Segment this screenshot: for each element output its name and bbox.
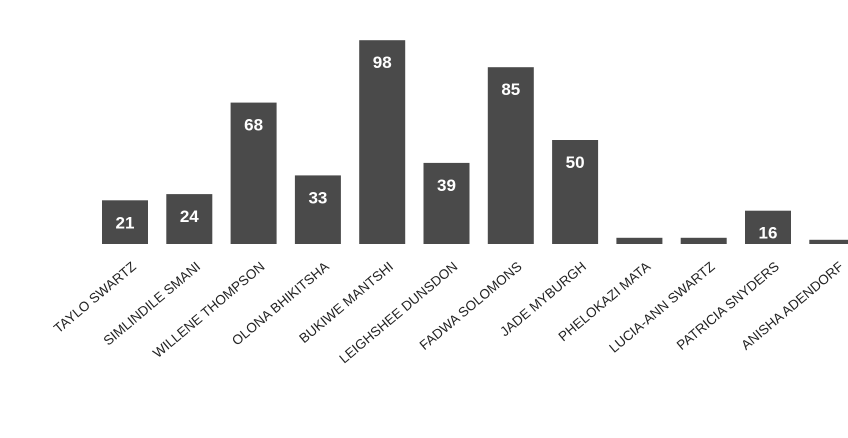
- bar-10: [745, 210, 791, 244]
- bar-8: [616, 237, 663, 244]
- bar-2: [230, 102, 277, 244]
- data-label-2: 68: [244, 116, 263, 135]
- bar-11: [809, 239, 848, 244]
- data-label-6: 85: [501, 80, 520, 99]
- bar-1: [166, 194, 213, 244]
- bar-4: [359, 40, 406, 245]
- bar-7: [552, 140, 599, 244]
- bar-3: [294, 175, 341, 244]
- bar-6: [487, 67, 534, 244]
- data-label-1: 24: [180, 207, 199, 226]
- data-label-10: 16: [759, 224, 778, 243]
- data-label-0: 21: [116, 213, 135, 232]
- data-label-4: 98: [373, 53, 392, 72]
- category-label-5: LEIGHSHEE DUNSDON: [336, 259, 460, 366]
- bar-5: [423, 162, 470, 244]
- category-label-2: WILLENE THOMPSON: [150, 259, 267, 361]
- data-label-5: 39: [437, 176, 456, 195]
- data-label-3: 33: [308, 188, 327, 207]
- bar-9: [680, 237, 727, 244]
- bar-0: [102, 200, 148, 244]
- data-label-7: 50: [566, 153, 585, 172]
- category-label-9: LUCIA-ANN SWARTZ: [606, 259, 717, 356]
